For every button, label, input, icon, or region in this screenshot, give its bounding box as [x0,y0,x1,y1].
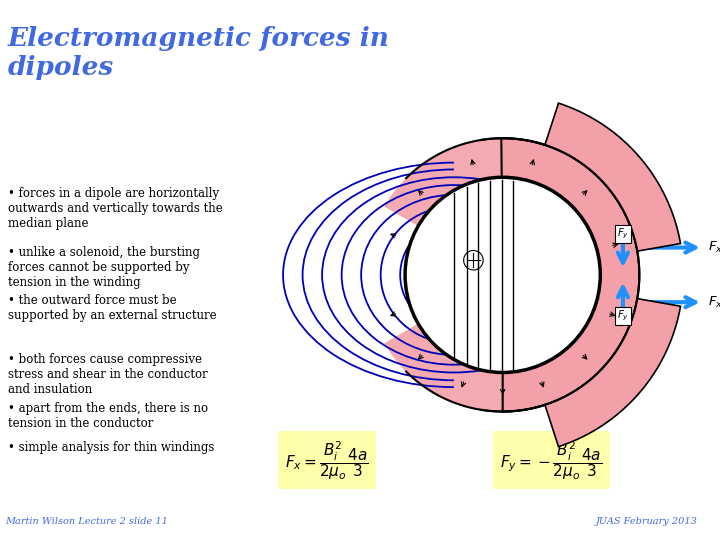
Circle shape [405,177,600,373]
Text: • the outward force must be
supported by an external structure: • the outward force must be supported by… [8,294,217,322]
Text: • apart from the ends, there is no
tension in the conductor: • apart from the ends, there is no tensi… [8,402,208,430]
Polygon shape [545,299,680,447]
Text: JUAS February 2013: JUAS February 2013 [596,517,698,526]
Text: $F_y$: $F_y$ [617,227,629,241]
Text: $F_x = \dfrac{B_i^2}{2\mu_o} \dfrac{4a}{3}$: $F_x = \dfrac{B_i^2}{2\mu_o} \dfrac{4a}{… [285,439,369,482]
Text: $F_x$: $F_x$ [708,240,720,255]
Text: • both forces cause compressive
stress and shear in the conductor
and insulation: • both forces cause compressive stress a… [8,353,207,396]
Text: $F_y = -\dfrac{B_i^2}{2\mu_o} \dfrac{4a}{3}$: $F_y = -\dfrac{B_i^2}{2\mu_o} \dfrac{4a}… [500,439,603,482]
Text: $a$: $a$ [522,289,531,302]
Polygon shape [423,298,582,361]
Text: • unlike a solenoid, the bursting
forces cannot be supported by
tension in the w: • unlike a solenoid, the bursting forces… [8,246,200,288]
Text: • simple analysis for thin windings: • simple analysis for thin windings [8,441,214,454]
Text: Electromagnetic forces in
dipoles: Electromagnetic forces in dipoles [8,26,390,80]
Text: Martin Wilson Lecture 2 slide 11: Martin Wilson Lecture 2 slide 11 [5,517,168,526]
Polygon shape [501,138,639,411]
Polygon shape [384,323,621,411]
Text: $F_y$: $F_y$ [617,309,629,323]
Polygon shape [423,189,582,253]
Text: $F_x$: $F_x$ [708,295,720,310]
Polygon shape [384,138,621,226]
Polygon shape [545,103,680,251]
Text: • forces in a dipole are horizontally
outwards and vertically towards the
median: • forces in a dipole are horizontally ou… [8,187,222,230]
